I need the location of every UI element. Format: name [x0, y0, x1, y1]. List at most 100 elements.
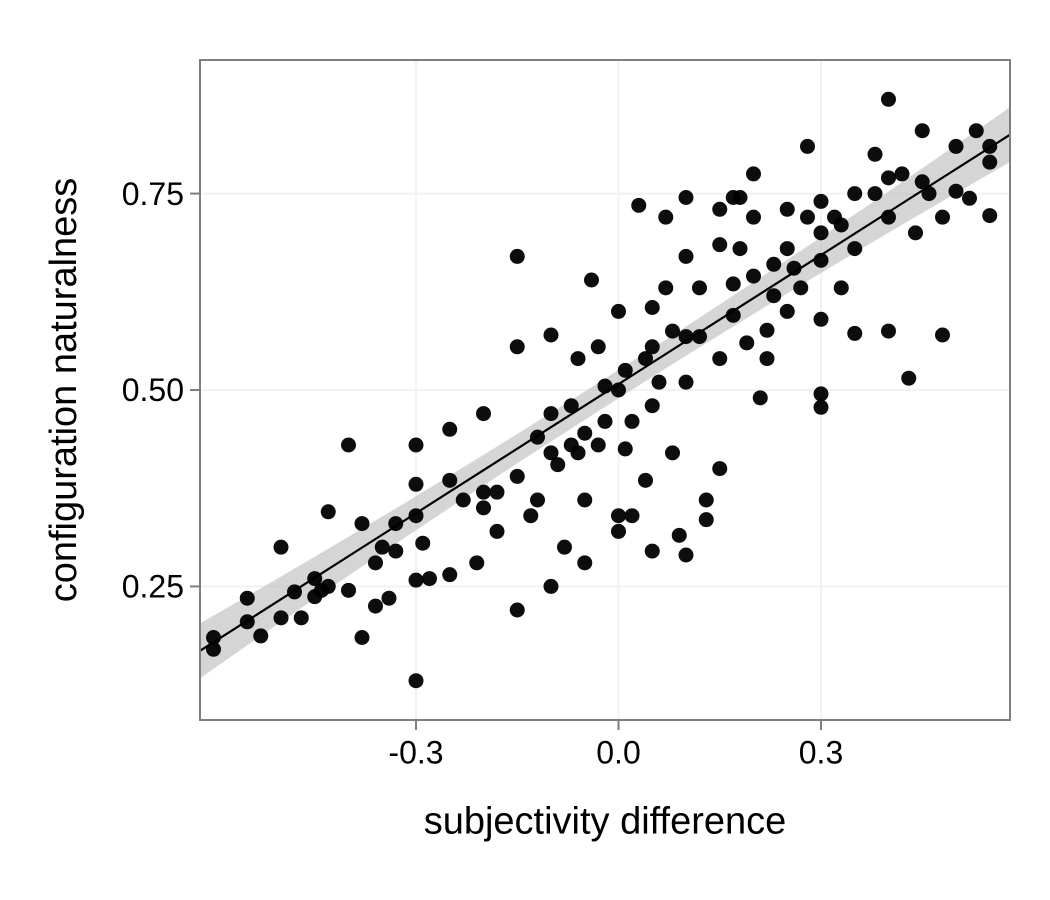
data-point	[645, 300, 660, 315]
data-point	[631, 198, 646, 213]
data-point	[611, 508, 626, 523]
data-point	[409, 673, 424, 688]
data-point	[726, 190, 741, 205]
data-point	[753, 390, 768, 405]
chart-svg: -0.30.00.30.250.500.75subjectivity diffe…	[0, 0, 1050, 900]
data-point	[868, 186, 883, 201]
data-point	[733, 241, 748, 256]
data-point	[591, 339, 606, 354]
data-point	[699, 493, 714, 508]
data-point	[645, 339, 660, 354]
data-point	[469, 555, 484, 570]
x-axis-label: subjectivity difference	[424, 801, 787, 843]
data-point	[780, 304, 795, 319]
data-point	[625, 414, 640, 429]
data-point	[949, 139, 964, 154]
data-point	[969, 123, 984, 138]
data-point	[760, 351, 775, 366]
y-tick-label: 0.50	[122, 372, 184, 408]
data-point	[550, 457, 565, 472]
data-point	[712, 237, 727, 252]
data-point	[847, 186, 862, 201]
data-point	[618, 441, 633, 456]
data-point	[577, 493, 592, 508]
data-point	[571, 445, 586, 460]
data-point	[510, 249, 525, 264]
data-point	[442, 473, 457, 488]
data-point	[982, 208, 997, 223]
data-point	[577, 555, 592, 570]
data-point	[544, 406, 559, 421]
y-axis-label: configuration naturalness	[43, 178, 85, 603]
data-point	[780, 241, 795, 256]
data-point	[915, 123, 930, 138]
data-point	[584, 273, 599, 288]
data-point	[409, 477, 424, 492]
data-point	[847, 326, 862, 341]
data-point	[739, 335, 754, 350]
data-point	[355, 516, 370, 531]
data-point	[679, 190, 694, 205]
data-point	[726, 276, 741, 291]
data-point	[490, 524, 505, 539]
data-point	[712, 461, 727, 476]
data-point	[355, 630, 370, 645]
data-point	[814, 400, 829, 415]
data-point	[746, 210, 761, 225]
data-point	[476, 500, 491, 515]
data-point	[679, 548, 694, 563]
data-point	[368, 599, 383, 614]
data-point	[375, 540, 390, 555]
data-point	[814, 194, 829, 209]
data-point	[598, 414, 613, 429]
data-point	[658, 280, 673, 295]
chart-container: -0.30.00.30.250.500.75subjectivity diffe…	[0, 0, 1050, 900]
data-point	[908, 225, 923, 240]
x-tick-label: -0.3	[388, 735, 443, 771]
data-point	[294, 610, 309, 625]
data-point	[388, 544, 403, 559]
data-point	[881, 92, 896, 107]
data-point	[766, 257, 781, 272]
data-point	[341, 438, 356, 453]
data-point	[321, 579, 336, 594]
data-point	[834, 218, 849, 233]
data-point	[935, 328, 950, 343]
data-point	[598, 379, 613, 394]
data-point	[422, 571, 437, 586]
data-point	[611, 304, 626, 319]
data-point	[652, 375, 667, 390]
data-point	[881, 324, 896, 339]
data-point	[658, 210, 673, 225]
data-point	[962, 191, 977, 206]
data-point	[409, 573, 424, 588]
data-point	[591, 438, 606, 453]
y-tick-label: 0.25	[122, 569, 184, 605]
data-point	[544, 579, 559, 594]
data-point	[847, 241, 862, 256]
data-point	[206, 642, 221, 657]
data-point	[746, 269, 761, 284]
data-point	[800, 210, 815, 225]
data-point	[692, 280, 707, 295]
data-point	[409, 438, 424, 453]
data-point	[476, 485, 491, 500]
data-point	[665, 445, 680, 460]
data-point	[645, 544, 660, 559]
data-point	[679, 375, 694, 390]
x-tick-label: 0.0	[596, 735, 640, 771]
data-point	[274, 540, 289, 555]
data-point	[544, 328, 559, 343]
data-point	[557, 540, 572, 555]
data-point	[442, 422, 457, 437]
data-point	[665, 324, 680, 339]
data-point	[935, 210, 950, 225]
x-tick-label: 0.3	[799, 735, 843, 771]
data-point	[382, 591, 397, 606]
data-point	[341, 583, 356, 598]
data-point	[442, 567, 457, 582]
data-point	[760, 323, 775, 338]
data-point	[577, 426, 592, 441]
data-point	[746, 166, 761, 181]
data-point	[253, 628, 268, 643]
